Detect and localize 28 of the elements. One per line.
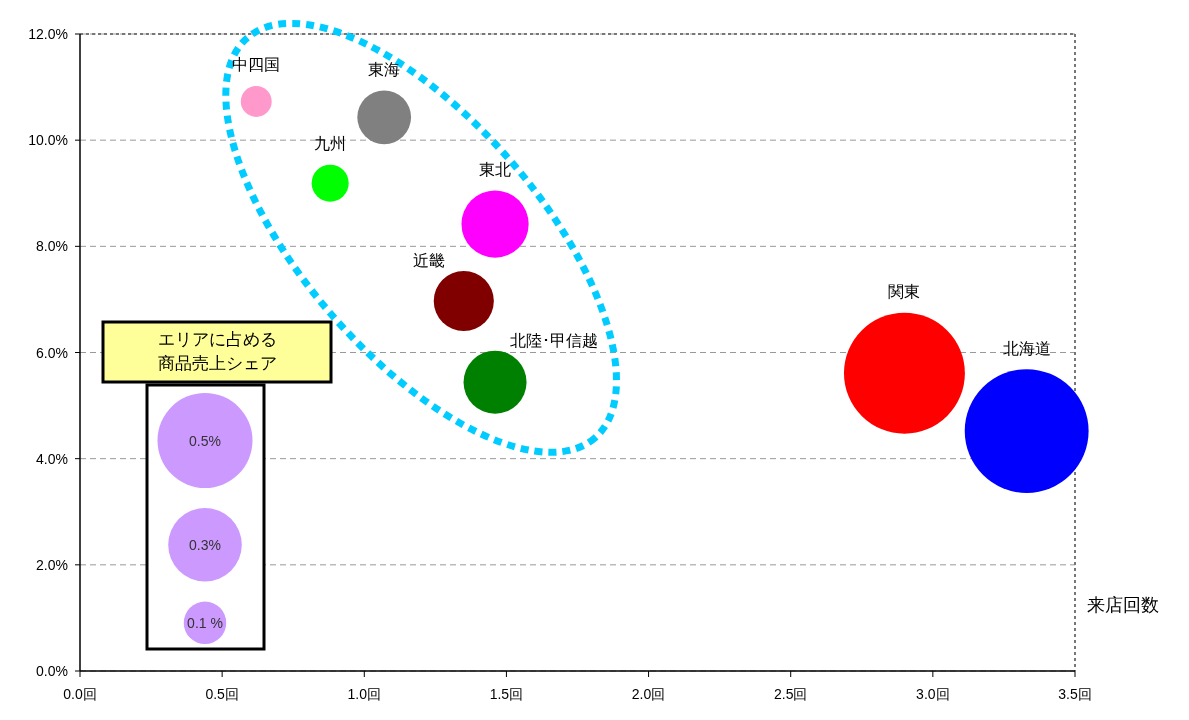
x-axis-title: 来店回数	[1087, 595, 1159, 615]
y-tick-label: 10.0%	[28, 132, 68, 149]
y-tick-label: 0.0%	[36, 663, 68, 679]
y-tick-label: 6.0%	[36, 344, 68, 361]
series-label: 九州	[314, 135, 347, 153]
x-tick-label: 2.5回	[773, 686, 808, 702]
series-label: 北海道	[1002, 339, 1051, 357]
x-tick-label: 3.0回	[916, 686, 950, 702]
x-tick-label: 0.5回	[205, 686, 239, 702]
legend-label: 0.5%	[189, 432, 221, 449]
y-tick-label: 8.0%	[36, 238, 68, 255]
series-label: 東北	[479, 160, 512, 178]
series-label: 東海	[368, 60, 401, 78]
legend-label: 0.1 %	[187, 614, 223, 631]
x-tick-label: 1.5回	[489, 686, 524, 702]
x-tick-label: 1.0回	[347, 686, 382, 702]
legend-label: 0.3%	[189, 536, 221, 553]
series-label: 近畿	[412, 251, 445, 269]
series-label: 中四国	[232, 56, 281, 74]
x-tick-label: 3.5回	[1058, 686, 1092, 702]
series-label: 関東	[888, 283, 921, 301]
y-tick-label: 4.0%	[36, 450, 68, 467]
legend-title: エリアに占める商品売上シェア	[156, 329, 278, 375]
y-tick-label: 2.0%	[36, 556, 68, 573]
x-tick-label: 0.0回	[63, 686, 97, 702]
series-label: 北陸･甲信越	[509, 331, 598, 349]
x-tick-label: 2.0回	[631, 686, 666, 702]
y-tick-label: 12.0%	[28, 26, 68, 42]
